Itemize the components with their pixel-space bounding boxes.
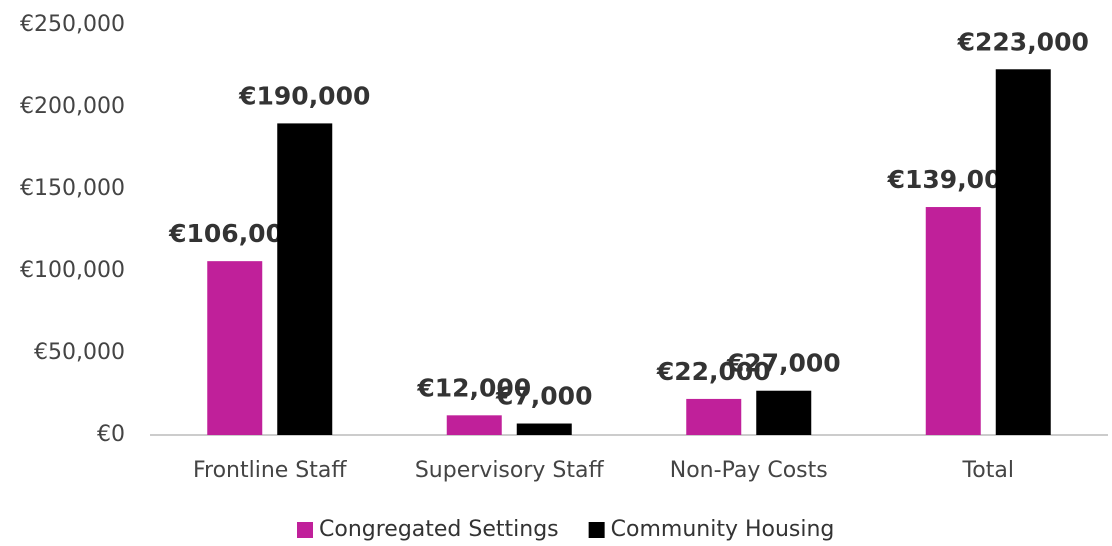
value-label: €12,000 (416, 373, 531, 402)
x-tick-label: Supervisory Staff (415, 458, 605, 483)
bar (446, 415, 502, 435)
legend-swatch (297, 522, 313, 538)
bar (516, 423, 572, 435)
value-label: €27,000 (726, 349, 841, 378)
y-tick-label: €50,000 (34, 340, 125, 365)
bar (925, 207, 981, 435)
value-label: €22,000 (656, 357, 771, 386)
value-label: €190,000 (238, 81, 370, 110)
legend-label: Congregated Settings (319, 517, 559, 542)
legend-swatch (588, 522, 605, 538)
value-label: €7,000 (495, 382, 592, 411)
bar (277, 123, 333, 436)
x-tick-label: Total (962, 458, 1014, 483)
bar (756, 390, 812, 435)
y-tick-label: €200,000 (20, 94, 125, 119)
y-tick-label: €250,000 (20, 12, 125, 37)
bar (686, 398, 742, 435)
y-tick-label: €0 (97, 422, 125, 447)
bar (207, 261, 263, 435)
value-label: €223,000 (957, 27, 1089, 56)
bar (995, 69, 1051, 435)
x-tick-label: Frontline Staff (193, 458, 347, 483)
y-tick-label: €100,000 (20, 258, 125, 283)
legend-label: Community Housing (611, 517, 835, 542)
x-tick-label: Non-Pay Costs (670, 458, 828, 483)
y-tick-label: €150,000 (20, 176, 125, 201)
